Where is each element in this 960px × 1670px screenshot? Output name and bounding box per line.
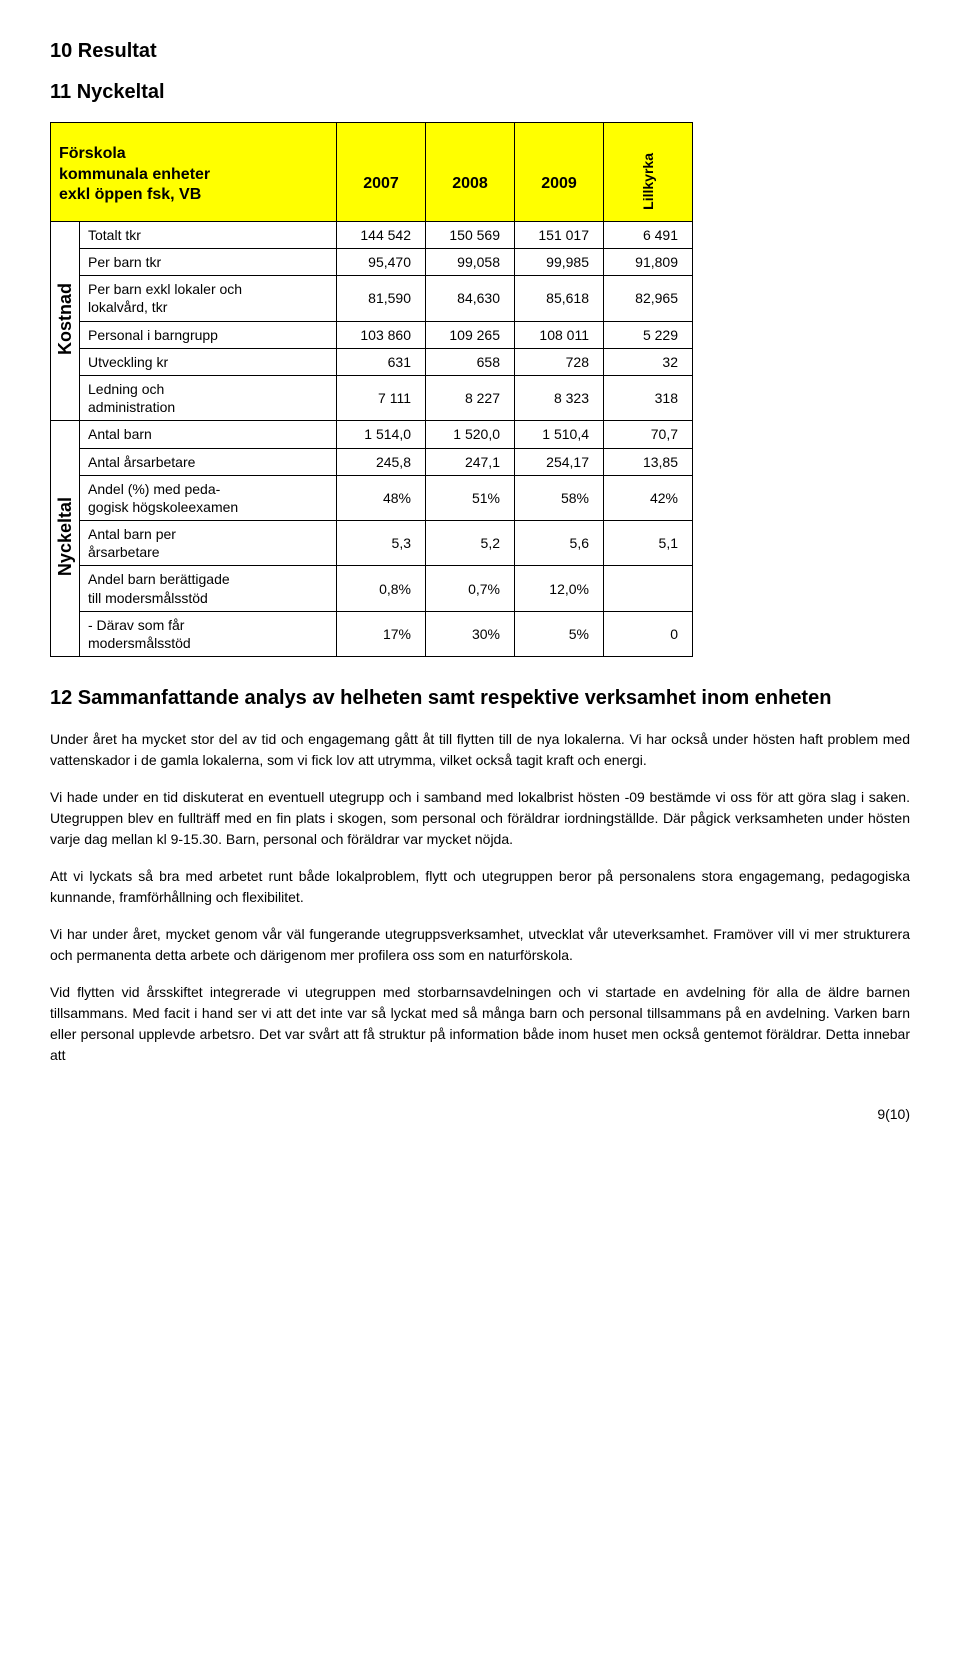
table-row: Per barn exkl lokaler och lokalvård, tkr… [51,276,693,321]
row-label: Antal barn per årsarbetare [80,521,337,566]
cell: 84,630 [426,276,515,321]
cell: 318 [604,375,693,420]
cell: 99,058 [426,249,515,276]
paragraph: Vid flytten vid årsskiftet integrerade v… [50,982,910,1066]
cell: 8 227 [426,375,515,420]
cell: 5,3 [337,521,426,566]
table-row: Antal barn per årsarbetare 5,3 5,2 5,6 5… [51,521,693,566]
table-title: Förskola kommunala enheter exkl öppen fs… [59,145,210,204]
cell: 70,7 [604,421,693,448]
cell: 103 860 [337,321,426,348]
cell: 245,8 [337,448,426,475]
cell: 99,985 [515,249,604,276]
table-row: Personal i barngrupp 103 860 109 265 108… [51,321,693,348]
row-label: Antal årsarbetare [80,448,337,475]
col-2008: 2008 [426,123,515,222]
table-row: Andel barn berättigade till modersmålsst… [51,566,693,611]
cell: 51% [426,475,515,520]
col-lillkyrka: Lillkyrka [604,123,693,222]
cell: 81,590 [337,276,426,321]
cell: 6 491 [604,221,693,248]
cell: 85,618 [515,276,604,321]
cell: 0,7% [426,566,515,611]
cell: 109 265 [426,321,515,348]
cell: 247,1 [426,448,515,475]
row-label: Per barn tkr [80,249,337,276]
paragraph: Vi hade under en tid diskuterat en event… [50,787,910,850]
cell: 0 [604,611,693,656]
cell: 5,6 [515,521,604,566]
cell: 17% [337,611,426,656]
row-label: Per barn exkl lokaler och lokalvård, tkr [80,276,337,321]
page-number: 9(10) [50,1106,910,1122]
cell: 48% [337,475,426,520]
table-header-row: Förskola kommunala enheter exkl öppen fs… [51,123,693,222]
table-row: Per barn tkr 95,470 99,058 99,985 91,809 [51,249,693,276]
table-row: Antal årsarbetare 245,8 247,1 254,17 13,… [51,448,693,475]
paragraph: Vi har under året, mycket genom vår väl … [50,924,910,966]
table-title-cell: Förskola kommunala enheter exkl öppen fs… [51,123,337,222]
row-label: Antal barn [80,421,337,448]
row-label: Andel barn berättigade till modersmålsst… [80,566,337,611]
cell: 728 [515,348,604,375]
table-row: Andel (%) med peda- gogisk högskoleexame… [51,475,693,520]
cell: 5 229 [604,321,693,348]
cell: 5% [515,611,604,656]
table-row: - Därav som får modersmålsstöd 17% 30% 5… [51,611,693,656]
section-label-nyckeltal: Nyckeltal [51,421,80,657]
cell: 151 017 [515,221,604,248]
table-row: Ledning och administration 7 111 8 227 8… [51,375,693,420]
row-label: Andel (%) med peda- gogisk högskoleexame… [80,475,337,520]
cell: 150 569 [426,221,515,248]
cell: 95,470 [337,249,426,276]
cell: 7 111 [337,375,426,420]
heading-nyckeltal: 11 Nyckeltal [50,81,910,104]
nyckeltal-table-wrap: Förskola kommunala enheter exkl öppen fs… [50,122,910,657]
heading-resultat: 10 Resultat [50,40,910,63]
cell: 5,2 [426,521,515,566]
table-row: Kostnad Totalt tkr 144 542 150 569 151 0… [51,221,693,248]
row-label: - Därav som får modersmålsstöd [80,611,337,656]
cell: 12,0% [515,566,604,611]
col-2007: 2007 [337,123,426,222]
cell: 13,85 [604,448,693,475]
cell: 108 011 [515,321,604,348]
cell: 1 520,0 [426,421,515,448]
cell [604,566,693,611]
row-label: Utveckling kr [80,348,337,375]
row-label: Totalt tkr [80,221,337,248]
cell: 58% [515,475,604,520]
cell: 5,1 [604,521,693,566]
cell: 1 514,0 [337,421,426,448]
table-row: Nyckeltal Antal barn 1 514,0 1 520,0 1 5… [51,421,693,448]
cell: 254,17 [515,448,604,475]
cell: 631 [337,348,426,375]
nyckeltal-table: Förskola kommunala enheter exkl öppen fs… [50,122,693,657]
cell: 32 [604,348,693,375]
cell: 1 510,4 [515,421,604,448]
row-label: Personal i barngrupp [80,321,337,348]
col-2009: 2009 [515,123,604,222]
paragraph: Att vi lyckats så bra med arbetet runt b… [50,866,910,908]
row-label: Ledning och administration [80,375,337,420]
cell: 30% [426,611,515,656]
heading-sammanfattande: 12 Sammanfattande analys av helheten sam… [50,685,910,711]
table-row: Utveckling kr 631 658 728 32 [51,348,693,375]
cell: 91,809 [604,249,693,276]
cell: 658 [426,348,515,375]
paragraph: Under året ha mycket stor del av tid och… [50,729,910,771]
cell: 0,8% [337,566,426,611]
section-label-kostnad: Kostnad [51,221,80,421]
cell: 8 323 [515,375,604,420]
cell: 144 542 [337,221,426,248]
cell: 42% [604,475,693,520]
cell: 82,965 [604,276,693,321]
